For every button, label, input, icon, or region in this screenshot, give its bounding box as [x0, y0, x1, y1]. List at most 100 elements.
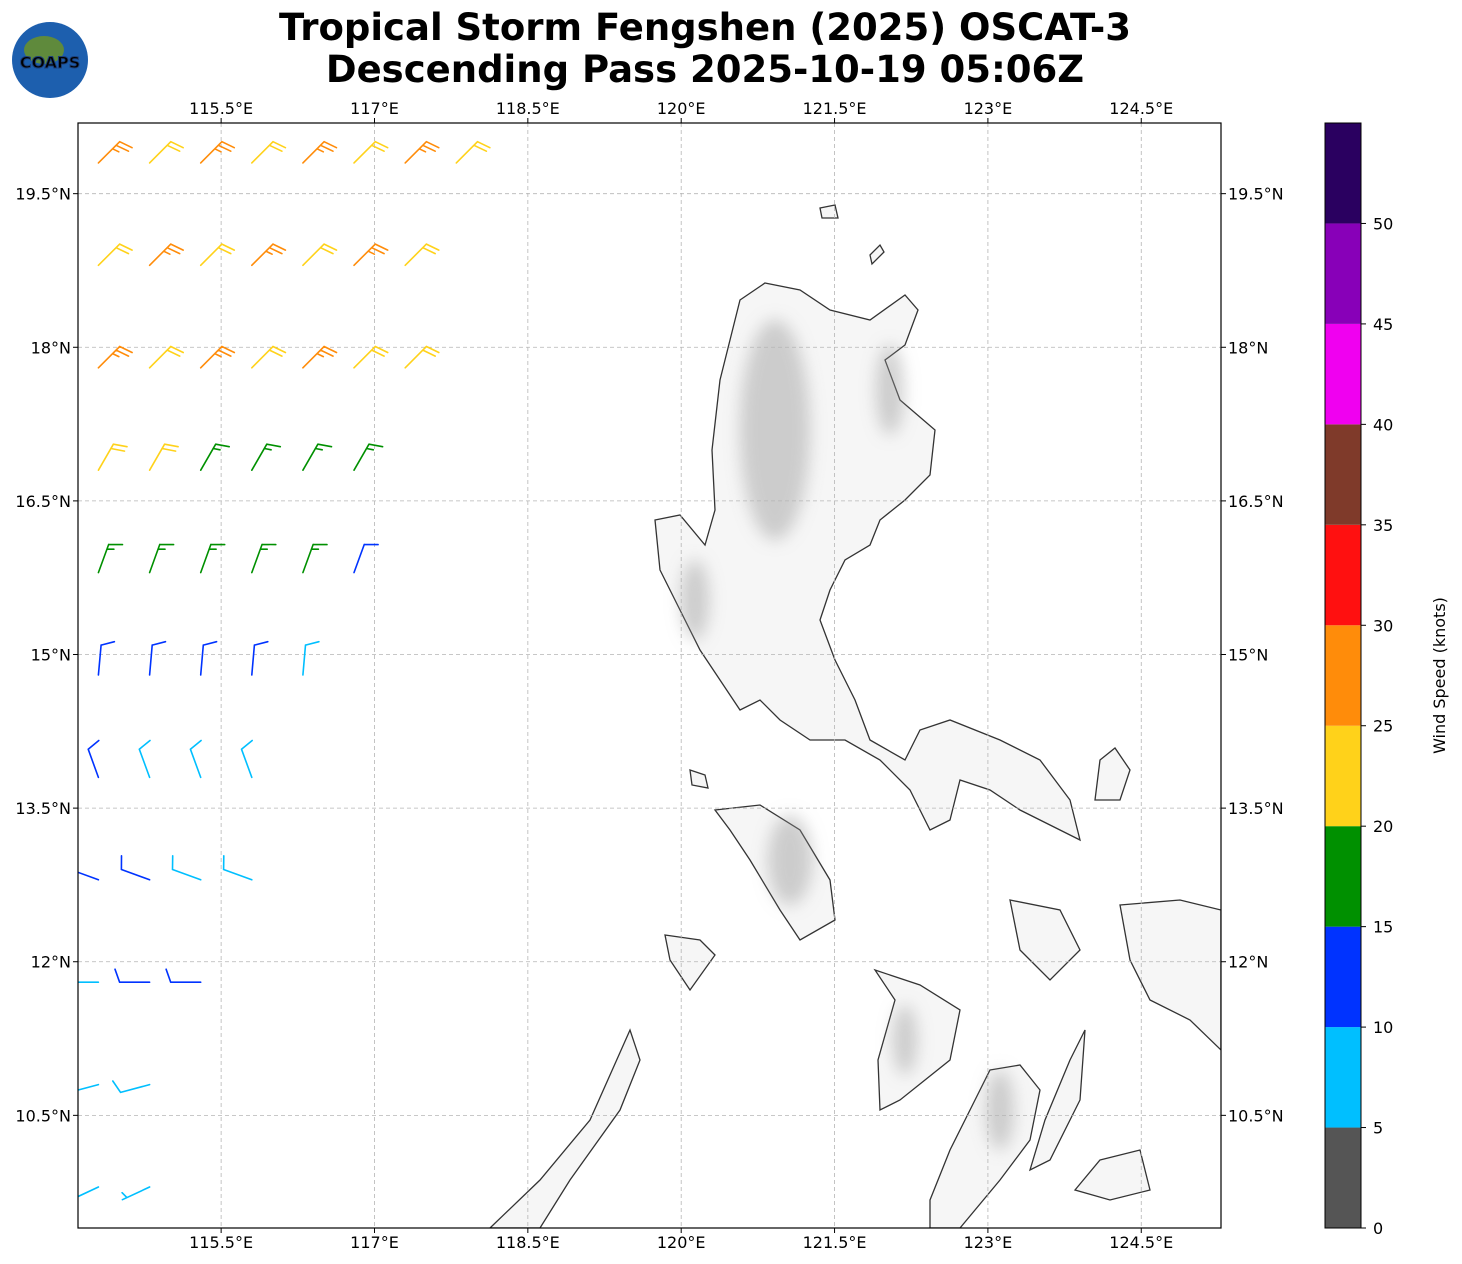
- islet: [689, 769, 709, 789]
- colorbar-bin: [1325, 123, 1361, 224]
- x-tick-label: 117°E: [350, 99, 399, 118]
- x-tick-label: 115.5°E: [189, 1233, 253, 1252]
- x-tick-label: 124.5°E: [1109, 99, 1173, 118]
- wind-barb: [148, 640, 167, 676]
- wind-barb: [302, 443, 333, 471]
- colorbar-tick-label: 25: [1373, 717, 1393, 736]
- y-tick-label: 12°N: [1228, 953, 1268, 972]
- x-tick-label: 120°E: [657, 99, 706, 118]
- wind-barb: [148, 543, 175, 574]
- wind-barb: [353, 543, 379, 574]
- islet: [819, 204, 839, 219]
- colorbar-tick-label: 35: [1373, 516, 1393, 535]
- y-tick-label: 13.5°N: [1228, 799, 1284, 818]
- wind-barb: [97, 243, 133, 267]
- map-frame: [77, 122, 1222, 1229]
- colorbar-tick-label: 0: [1373, 1219, 1383, 1238]
- colorbar-tick-label: 5: [1373, 1119, 1383, 1138]
- gridlines: [78, 123, 1221, 1228]
- wind-barb: [97, 443, 128, 471]
- colorbar-bin: [1325, 223, 1361, 324]
- bohol: [1073, 1149, 1151, 1201]
- cebu: [1028, 1029, 1086, 1172]
- relief-area: [681, 560, 709, 640]
- colorbar-bin: [1325, 826, 1361, 927]
- wind-barb: [302, 640, 320, 676]
- masbate: [1009, 899, 1081, 981]
- x-tick-label: 123°E: [964, 1233, 1013, 1252]
- wind-barb: [353, 443, 384, 471]
- logo-text: COAPS: [20, 53, 81, 72]
- wind-barb: [404, 243, 440, 267]
- y-tick-label: 19.5°N: [1228, 185, 1284, 204]
- colorbar-bin: [1325, 625, 1361, 726]
- y-tick-label: 15°N: [31, 646, 71, 665]
- wind-barb: [251, 345, 287, 369]
- relief-area: [893, 1005, 917, 1075]
- colorbar-bin: [1325, 524, 1361, 626]
- wind-barb: [78, 1083, 100, 1091]
- wind-barb: [251, 640, 269, 676]
- logo: COAPS: [12, 22, 88, 98]
- wind-barb: [138, 739, 151, 779]
- wind-barb: [199, 243, 236, 267]
- relief: [681, 320, 1014, 1150]
- x-tick-label: 115.5°E: [189, 99, 253, 118]
- y-tick-label: 12°N: [31, 953, 71, 972]
- wind-barb: [404, 140, 440, 164]
- colorbar-tick-label: 45: [1373, 315, 1393, 334]
- colorbar-bin: [1325, 1027, 1361, 1128]
- y-tick-label: 15°N: [1228, 646, 1268, 665]
- wind-barb: [302, 243, 338, 267]
- islet: [869, 243, 885, 266]
- colorbar-bin: [1325, 926, 1361, 1028]
- colorbar-bin: [1325, 424, 1361, 525]
- wind-barb: [302, 543, 328, 574]
- wind-barb: [148, 140, 184, 164]
- wind-barb: [222, 855, 253, 881]
- wind-barb: [97, 543, 124, 574]
- wind-barb: [171, 855, 202, 881]
- x-tick-label: 123°E: [964, 99, 1013, 118]
- title-line: Tropical Storm Fengshen (2025) OSCAT-3: [279, 6, 1131, 49]
- wind-barb: [78, 871, 100, 881]
- wind-barb: [78, 981, 100, 983]
- catanduanes: [1094, 747, 1131, 801]
- x-tick-label: 121.5°E: [803, 99, 867, 118]
- logo-land: [24, 36, 64, 64]
- wind-barb: [199, 443, 230, 471]
- wind-barb: [199, 543, 226, 574]
- colorbar-tick-label: 40: [1373, 415, 1393, 434]
- wind-barb: [199, 140, 236, 164]
- wind-barb: [240, 739, 253, 779]
- colorbar-frame: [1324, 122, 1362, 1229]
- wind-barb: [78, 1186, 100, 1198]
- colorbar-tick-label: 30: [1373, 616, 1393, 635]
- y-tick-label: 18°N: [1228, 338, 1268, 357]
- wind-barb: [97, 640, 116, 676]
- x-tick-label: 118.5°E: [496, 99, 560, 118]
- wind-barb: [148, 443, 179, 471]
- x-tick-label: 118.5°E: [496, 1233, 560, 1252]
- relief-area: [740, 320, 810, 540]
- colorbar-tick-label: 15: [1373, 918, 1393, 937]
- palawan: [489, 1028, 641, 1228]
- colorbar: 0 5 10 15 20 25 30 35 40 45 50 Wind Speed (knots): [1324, 122, 1449, 1238]
- colorbar-label: Wind Speed (knots): [1430, 597, 1449, 754]
- colorbar-bin: [1325, 1127, 1361, 1228]
- wind-barb: [251, 243, 287, 267]
- wind-barb: [199, 640, 218, 676]
- wind-barb: [251, 543, 277, 574]
- wind-barb: [114, 968, 151, 983]
- panay: [873, 968, 961, 1112]
- wind-barb: [353, 243, 389, 267]
- wind-barb: [353, 345, 389, 369]
- wind-barb: [251, 140, 287, 164]
- map: [78, 123, 1221, 1228]
- colorbar-tick-label: 10: [1373, 1018, 1393, 1037]
- y-tick-label: 13.5°N: [15, 799, 71, 818]
- y-tick-label: 10.5°N: [15, 1106, 71, 1125]
- y-tick-label: 19.5°N: [15, 185, 71, 204]
- ocean: [78, 123, 1221, 1228]
